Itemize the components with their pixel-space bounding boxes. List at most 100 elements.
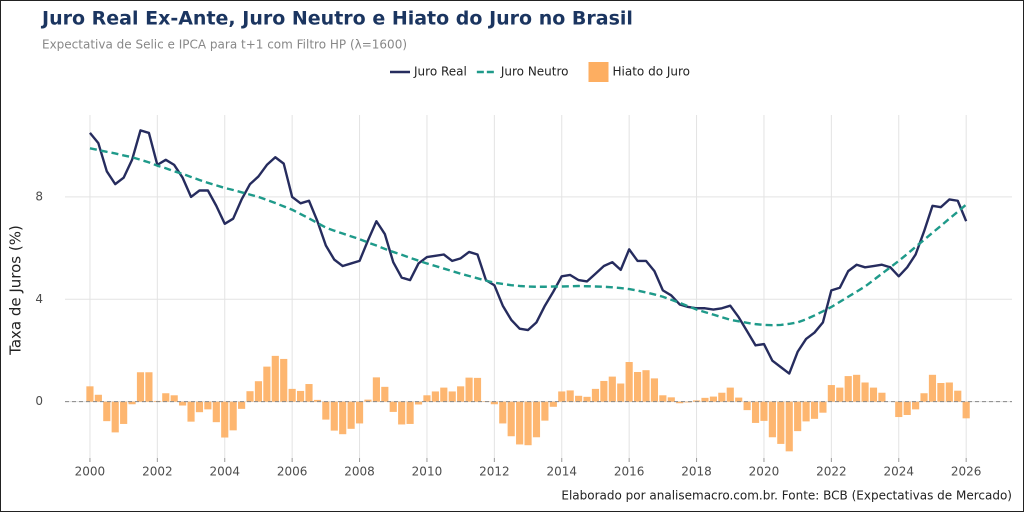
bar <box>760 401 768 421</box>
bar <box>743 401 751 411</box>
bar <box>718 392 726 402</box>
bar <box>145 372 153 402</box>
legend-label: Hiato do Juro <box>613 65 691 79</box>
bar <box>659 395 667 402</box>
bar <box>398 401 406 425</box>
bar <box>600 380 608 402</box>
chart-title: Juro Real Ex-Ante, Juro Neutro e Hiato d… <box>40 8 633 30</box>
x-tick-label: 2018 <box>681 465 712 479</box>
legend-swatch <box>588 62 609 82</box>
bar <box>364 399 372 402</box>
bar <box>246 391 254 402</box>
bar <box>179 401 187 406</box>
legend: Juro Real Juro Neutro Hiato do Juro <box>390 62 690 82</box>
bar <box>221 401 229 438</box>
bar <box>288 388 296 402</box>
bar <box>676 401 684 404</box>
bar <box>355 401 364 424</box>
x-tick-label: 2022 <box>816 465 847 479</box>
bar <box>516 401 524 445</box>
bar <box>692 400 701 402</box>
bar <box>313 399 322 402</box>
bar <box>162 393 170 402</box>
bar <box>945 382 953 402</box>
bar <box>549 401 557 407</box>
bar <box>103 401 111 422</box>
bar <box>195 401 204 413</box>
bar <box>263 366 271 402</box>
bar <box>448 391 456 402</box>
bar <box>819 401 827 413</box>
bar <box>954 390 962 402</box>
bar <box>170 395 178 402</box>
bar <box>777 401 785 444</box>
bar <box>271 355 279 402</box>
bar <box>667 397 675 402</box>
bar <box>634 371 642 402</box>
bar <box>853 374 861 402</box>
bar <box>238 401 246 409</box>
bar <box>751 401 760 423</box>
bar <box>575 395 583 402</box>
bar <box>305 384 313 402</box>
bar <box>414 401 423 405</box>
bar <box>532 401 541 438</box>
bar <box>136 372 145 402</box>
bar <box>928 374 937 402</box>
bar <box>802 401 810 422</box>
bar <box>406 401 414 424</box>
bar <box>650 378 659 402</box>
bar <box>726 387 734 402</box>
bar <box>937 383 945 402</box>
bar <box>541 401 549 421</box>
bar <box>347 401 355 429</box>
bar <box>280 358 288 402</box>
y-axis-label: Taxa de Juros (%) <box>7 225 25 356</box>
bar <box>457 386 465 402</box>
bar <box>330 401 338 431</box>
line <box>89 129 968 375</box>
bar <box>895 401 903 418</box>
bar <box>920 393 928 402</box>
bar <box>507 401 515 437</box>
x-tick-label: 2006 <box>277 465 308 479</box>
x-tick-label: 2010 <box>412 465 443 479</box>
x-tick-label: 2008 <box>344 465 375 479</box>
bar <box>465 377 473 402</box>
bar <box>490 401 498 405</box>
bar <box>844 376 852 402</box>
bar <box>861 382 869 402</box>
bar <box>608 376 616 402</box>
bar <box>735 397 743 402</box>
bar <box>794 401 802 432</box>
bar <box>339 401 347 435</box>
x-tick-label: 2020 <box>749 465 780 479</box>
bar <box>372 377 380 402</box>
bar <box>212 401 220 423</box>
bar <box>591 388 600 402</box>
y-tick-label: 4 <box>35 292 43 306</box>
legend-label: Juro Neutro <box>500 65 569 79</box>
bar <box>423 395 431 402</box>
y-tick-label: 0 <box>35 394 43 408</box>
bar <box>836 387 844 402</box>
bar <box>473 377 482 402</box>
bar <box>524 401 532 446</box>
x-tick-label: 2026 <box>951 465 982 479</box>
legend-label: Juro Real <box>413 65 467 79</box>
bar <box>254 381 263 402</box>
plot-area <box>65 129 1012 452</box>
x-tick-label: 2016 <box>614 465 645 479</box>
chart-subtitle: Expectativa de Selic e IPCA para t+1 com… <box>42 38 407 52</box>
bar <box>903 401 911 415</box>
bar <box>709 396 717 402</box>
x-tick-label: 2002 <box>142 465 173 479</box>
bar <box>440 387 448 402</box>
bar <box>768 401 776 438</box>
bar <box>558 391 566 402</box>
bar <box>431 391 439 402</box>
x-tick-label: 2004 <box>209 465 240 479</box>
bar <box>625 362 633 402</box>
bar <box>827 385 835 402</box>
bar <box>810 401 819 419</box>
